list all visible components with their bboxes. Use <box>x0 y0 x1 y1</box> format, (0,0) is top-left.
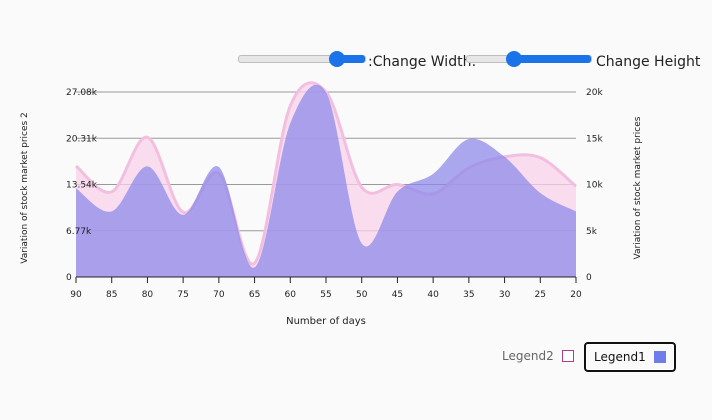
y-right-tick-label: 5k <box>586 227 598 237</box>
y-right-tick-label: 10k <box>586 181 603 191</box>
height-slider[interactable] <box>466 51 592 67</box>
height-slider-fill <box>514 55 591 63</box>
x-axis-label: Number of days <box>286 316 366 327</box>
height-label: Change Height <box>596 54 701 70</box>
x-tick-label: 70 <box>213 290 225 300</box>
x-tick-label: 55 <box>320 290 331 300</box>
x-tick-label: 45 <box>392 290 403 300</box>
legend-swatch-2 <box>561 350 574 362</box>
x-tick-label: 30 <box>499 290 511 300</box>
y-right-tick-label: 20k <box>586 88 603 98</box>
series-legend1-area <box>76 84 576 277</box>
area-chart: 0 0 6.77k 5k 13.54k 10k 20.31k 15k 27.08k 20k 90 85… <box>20 81 643 327</box>
legend-item-2[interactable]: Legend2 <box>502 342 574 370</box>
legend-item-1[interactable]: Legend1 <box>584 342 676 372</box>
width-slider-thumb[interactable] <box>329 51 346 67</box>
x-tick-label: 50 <box>356 290 368 300</box>
width-label: :Change Width: <box>368 54 477 70</box>
x-tick-label: 90 <box>70 290 82 300</box>
y-left-tick-label: 27.08k <box>66 88 98 98</box>
axis-layer: 0 0 6.77k 5k 13.54k 10k 20.31k 15k 27.08k 20k 90 85… <box>66 88 603 300</box>
y-axis-label-left: Variation of stock market prices 2 <box>20 112 30 264</box>
x-tick-label: 35 <box>463 290 474 300</box>
x-tick-label: 80 <box>142 290 154 300</box>
x-tick-label: 40 <box>427 290 439 300</box>
y-left-tick-label: 20.31k <box>66 134 98 144</box>
y-left-tick-label: 13.54k <box>66 181 98 191</box>
x-tick-label: 85 <box>106 290 117 300</box>
legend-label-2: Legend2 <box>502 349 554 363</box>
y-left-tick-label: 6.77k <box>66 227 92 237</box>
legend-swatch-1 <box>653 351 666 363</box>
area-layer <box>74 81 577 277</box>
width-slider-fill <box>337 55 365 63</box>
x-tick-label: 20 <box>570 290 582 300</box>
x-tick-label: 60 <box>285 290 297 300</box>
legend-label-1: Legend1 <box>594 350 646 364</box>
y-left-tick-label: 0 <box>66 273 72 283</box>
x-tick-label: 75 <box>177 290 188 300</box>
x-tick-label: 25 <box>535 290 546 300</box>
width-slider[interactable] <box>238 51 366 67</box>
x-tick-label: 65 <box>249 290 260 300</box>
y-right-tick-label: 15k <box>586 134 603 144</box>
y-axis-label-right: Variation of stock market prices <box>633 116 643 259</box>
height-slider-thumb[interactable] <box>506 51 523 67</box>
y-right-tick-label: 0 <box>586 273 592 283</box>
